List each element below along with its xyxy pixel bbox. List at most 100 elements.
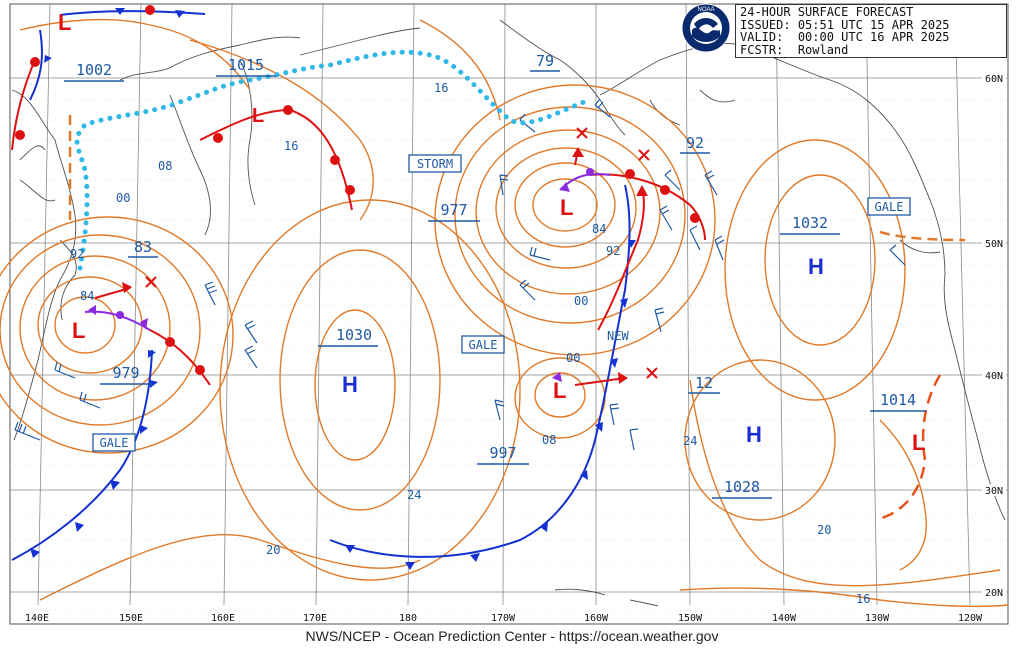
lat-label: 50N bbox=[985, 239, 1003, 250]
pressure-label: 92 bbox=[686, 134, 704, 152]
low-symbol-icon: L bbox=[58, 10, 71, 35]
cold-front-west bbox=[11, 349, 153, 561]
trough-baja bbox=[881, 374, 942, 520]
lon-label: 160W bbox=[584, 613, 609, 624]
stationary-front-dotted bbox=[74, 49, 593, 271]
low-symbol-icon: L bbox=[72, 318, 85, 343]
isobar-value: 08 bbox=[542, 433, 556, 447]
map-frame bbox=[9, 3, 1009, 625]
warm-front-semicircles bbox=[15, 5, 700, 375]
issued-line: ISSUED: 05:51 UTC 15 APR 2025 bbox=[740, 17, 1002, 32]
lon-label: 160E bbox=[211, 613, 235, 624]
storm-tracks bbox=[94, 147, 648, 386]
pressure-label: 1014 bbox=[880, 391, 916, 409]
lon-label: 130W bbox=[865, 613, 890, 624]
noaa-logo-text: NOAA bbox=[697, 7, 714, 13]
cold-front-triangles bbox=[30, 8, 636, 570]
forecast-info-box: 24-HOUR SURFACE FORECAST ISSUED: 05:51 U… bbox=[735, 4, 1007, 58]
low-centers: L L L L L L bbox=[58, 10, 925, 455]
isobar-value: 92 bbox=[70, 247, 84, 261]
forecast-x-marks bbox=[145, 127, 658, 379]
x-mark-icon bbox=[145, 276, 157, 288]
pressure-label: 979 bbox=[112, 364, 139, 382]
lat-label: 30N bbox=[985, 486, 1003, 497]
track-arrow-south bbox=[574, 377, 626, 386]
lon-label: 170W bbox=[491, 613, 516, 624]
pressure-label: 1032 bbox=[792, 214, 828, 232]
isobar-value-labels: 84 92 00 00 08 24 16 16 08 00 92 84 24 2… bbox=[70, 81, 870, 606]
pressure-label: 1002 bbox=[76, 61, 112, 79]
pressure-label: 12 bbox=[695, 374, 713, 392]
pressure-labels: 1030 1032 1028 1002 1015 977 979 997 101… bbox=[64, 56, 926, 499]
high-centers: H H H bbox=[342, 254, 824, 447]
cold-front-north bbox=[59, 10, 206, 16]
valid-label: VALID: bbox=[740, 30, 784, 44]
gale-warning: GALE bbox=[100, 436, 129, 450]
product-title: 24-HOUR SURFACE FORECAST bbox=[740, 5, 914, 19]
gale-warning: GALE bbox=[469, 338, 498, 352]
issued-value: 05:51 UTC 15 APR 2025 bbox=[797, 17, 950, 32]
low-symbol-icon: L bbox=[553, 378, 566, 403]
pressure-label: 1015 bbox=[228, 56, 264, 74]
pressure-label: 83 bbox=[134, 238, 152, 256]
longitude-labels: 140E 150E 160E 170E 180 170W 160W 150W 1… bbox=[22, 611, 985, 624]
warm-front-nw bbox=[11, 59, 36, 151]
isobar-value: 16 bbox=[434, 81, 448, 95]
pressure-label: 1030 bbox=[336, 326, 372, 344]
warm-front-west bbox=[149, 329, 211, 386]
x-mark-icon bbox=[646, 367, 658, 379]
cold-front-nw bbox=[29, 29, 43, 101]
low-symbol-icon: L bbox=[252, 105, 264, 127]
low-symbol-icon: L bbox=[912, 430, 925, 455]
isobar-value: 00 bbox=[566, 351, 580, 365]
isobar-value: 00 bbox=[116, 191, 130, 205]
issued-label: ISSUED: bbox=[740, 17, 791, 32]
x-mark-icon bbox=[638, 149, 650, 161]
isobar-value: 24 bbox=[407, 488, 421, 502]
pressure-label: 79 bbox=[536, 52, 554, 70]
high-symbol-icon: H bbox=[342, 372, 358, 397]
x-mark-icon bbox=[576, 127, 588, 139]
lon-label: 150W bbox=[678, 613, 703, 624]
occluded-front-symbols bbox=[88, 168, 594, 382]
forecaster-label: FCSTR: bbox=[740, 42, 784, 57]
low-symbol-icon: L bbox=[560, 195, 573, 220]
lat-label: 20N bbox=[985, 588, 1003, 599]
isobar-value: 84 bbox=[592, 222, 606, 236]
short-pressure-labels: 79 92 83 12 bbox=[128, 52, 720, 394]
isobar-value: 08 bbox=[158, 159, 172, 173]
gale-warning: GALE bbox=[875, 200, 904, 214]
new-low-label: NEW bbox=[607, 329, 629, 343]
pressure-label: 1028 bbox=[724, 478, 760, 496]
isobar-value: 00 bbox=[574, 294, 588, 308]
noaa-logo-icon: NOAA bbox=[681, 3, 731, 53]
storm-warning: STORM bbox=[417, 157, 453, 171]
lon-label: 140W bbox=[772, 613, 797, 624]
valid-value: 00:00 UTC 16 APR 2025 bbox=[797, 30, 950, 44]
forecaster-value: Rowland bbox=[797, 42, 849, 57]
warm-front-central bbox=[589, 173, 706, 241]
lon-label: 180 bbox=[399, 613, 417, 624]
isobar-value: 24 bbox=[683, 434, 697, 448]
wind-barbs bbox=[14, 98, 906, 451]
isobar-value: 20 bbox=[817, 523, 831, 537]
isobar-value: 20 bbox=[266, 543, 280, 557]
lat-label: 60N bbox=[985, 74, 1003, 85]
warning-labels: STORM GALE GALE GALE NEW bbox=[92, 154, 911, 452]
valid-line: VALID: 00:00 UTC 16 APR 2025 bbox=[740, 31, 1002, 44]
isobar-value: 92 bbox=[606, 244, 620, 258]
pressure-label: 997 bbox=[489, 444, 516, 462]
forecaster-line: FCSTR: Rowland bbox=[740, 42, 1002, 57]
lon-label: 170E bbox=[303, 613, 327, 624]
pressure-label: 977 bbox=[440, 201, 467, 219]
lon-label: 140E bbox=[25, 613, 49, 624]
fronts bbox=[11, 5, 966, 570]
trough-coast bbox=[879, 230, 966, 242]
isobar-value: 16 bbox=[284, 139, 298, 153]
high-symbol-icon: H bbox=[746, 422, 762, 447]
lon-label: 120W bbox=[958, 613, 983, 624]
latitude-labels: 60N 50N 40N 30N 20N bbox=[982, 72, 1006, 599]
lat-label: 40N bbox=[985, 371, 1003, 382]
isobar-value: 16 bbox=[856, 592, 870, 606]
